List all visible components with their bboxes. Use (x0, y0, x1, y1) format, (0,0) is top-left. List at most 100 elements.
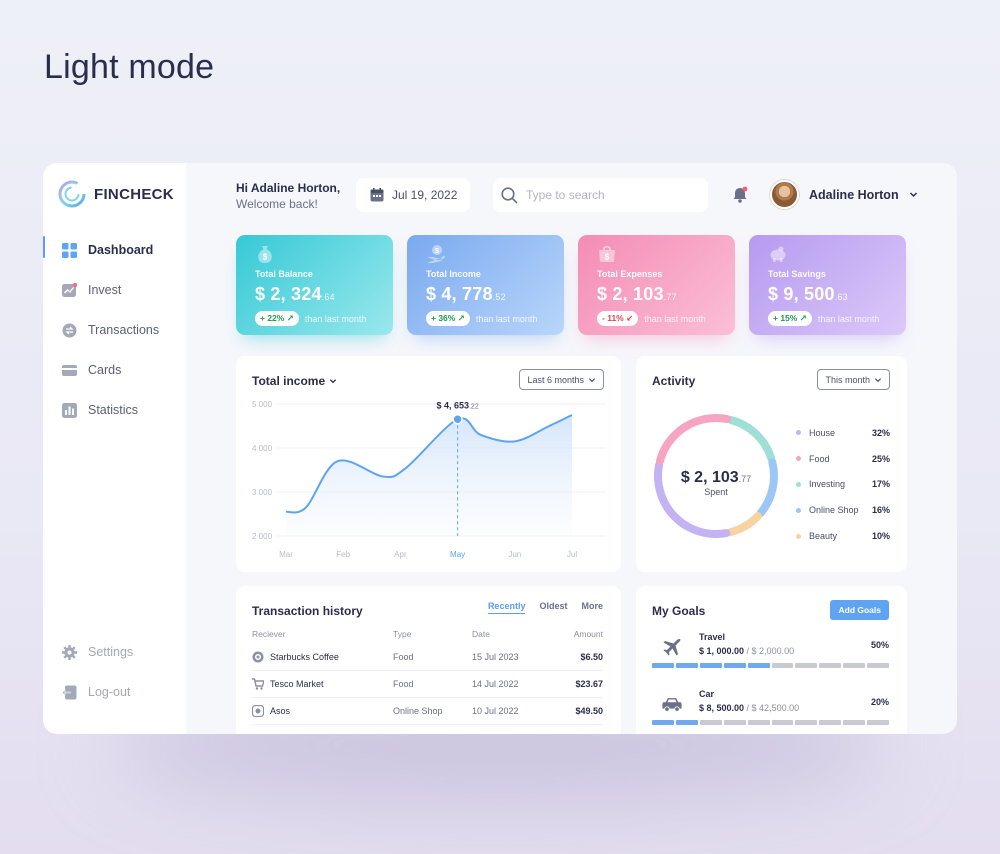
chevron-down-icon (874, 377, 882, 382)
chevron-down-icon (329, 379, 337, 384)
y-tick-label: 3 000 (252, 488, 273, 497)
donut-slice-investing[interactable] (727, 415, 776, 463)
search-icon (501, 186, 518, 203)
cell-date: 14 Jul 2022 (472, 679, 519, 689)
progress-segment (723, 663, 746, 668)
progress-segment (771, 663, 794, 668)
tab-recently[interactable]: Recently (487, 601, 526, 614)
cell-receiver: Tesco Market (270, 679, 324, 689)
nav-label: Cards (88, 363, 122, 377)
grid-icon (62, 242, 77, 258)
table-row[interactable]: Asos Online Shop 10 Jul 2022 $49.50 (252, 698, 603, 725)
income-range-dropdown[interactable]: Last 6 months (519, 369, 604, 390)
car-icon (662, 698, 682, 712)
stat-card-total-expenses[interactable]: $ Total Expenses $ 2, 103.77 - 11% ↙ than… (578, 235, 735, 335)
donut-slice-beauty[interactable] (726, 512, 762, 537)
nav-item-transactions[interactable]: Transactions (43, 310, 186, 350)
notification-bell-icon[interactable] (731, 186, 749, 204)
progress-segment (771, 720, 794, 725)
nav-label: Transactions (88, 323, 160, 337)
goal-item-travel[interactable]: Travel $ 1, 000.00 / $ 2,000.00 50% (652, 632, 890, 672)
starbucks-icon (252, 651, 264, 663)
nav-item-statistics[interactable]: Statistics (43, 390, 186, 430)
table-row[interactable]: Starbucks Coffee Food 15 Jul 2023 $6.50 (252, 644, 603, 671)
svg-text:$: $ (263, 253, 268, 262)
search-input[interactable] (526, 188, 696, 202)
stat-label: Total Savings (768, 269, 826, 279)
stat-value: $ 4, 778.52 (426, 284, 506, 304)
header-type: Type (393, 629, 412, 639)
donut-slice-food[interactable] (655, 414, 732, 465)
income-line-chart[interactable]: $ 4, 653.22 5 000 4 000 3 000 2 000 Mar Feb A… (236, 356, 621, 572)
page-heading: Light mode (44, 48, 215, 86)
progress-segment (747, 663, 770, 668)
progress-segment (843, 720, 866, 725)
progress-segment (819, 663, 842, 668)
greeting-welcome: Welcome back! (236, 197, 318, 211)
progress-segment (652, 720, 674, 725)
nav-item-cards[interactable]: Cards (43, 350, 186, 390)
plane-icon (663, 638, 681, 656)
greeting: Hi Adaline Horton, Welcome back! (236, 180, 340, 212)
legend-dot (796, 430, 801, 436)
income-title[interactable]: Total income (252, 374, 337, 388)
x-tick-label: Jul (567, 550, 577, 559)
stat-card-total-balance[interactable]: $ Total Balance $ 2, 324.64 + 22% ↗ than … (236, 235, 393, 335)
legend-label: Investing (809, 479, 846, 490)
goal-name: Car (699, 689, 715, 699)
legend-item: Beauty 10% (796, 523, 890, 549)
nav-item-settings[interactable]: Settings (43, 632, 186, 672)
transactions-panel: Transaction history Recently Oldest More… (236, 586, 621, 734)
chevron-down-icon (909, 192, 917, 198)
income-area (286, 415, 572, 536)
tab-oldest[interactable]: Oldest (539, 601, 568, 611)
nav-label: Statistics (88, 403, 139, 417)
donut-slice-house[interactable] (654, 460, 731, 538)
legend-label: House (809, 427, 836, 438)
legend-percent: 32% (871, 427, 890, 438)
highlight-point[interactable] (452, 414, 463, 425)
tab-more[interactable]: More (581, 601, 603, 611)
legend-label: Online Shop (809, 505, 859, 516)
change-badge: - 11% ↙ (597, 311, 639, 326)
search-box[interactable] (493, 178, 708, 212)
progress-segment (723, 720, 746, 725)
add-goals-button[interactable]: Add Goals (830, 600, 889, 620)
stat-value: $ 2, 324.64 (255, 284, 335, 304)
activity-donut-chart[interactable]: $ 2, 103.77 Spent (646, 406, 786, 546)
svg-text:$: $ (435, 248, 439, 255)
app-window: FINCHECK Dashboard Invest (43, 163, 957, 734)
nav-item-dashboard[interactable]: Dashboard (43, 230, 186, 270)
goal-progress-bar (652, 663, 890, 668)
x-tick-label: Jun (508, 550, 521, 559)
income-series-line (285, 414, 573, 514)
stat-card-total-savings[interactable]: Total Savings $ 9, 500.63 + 15% ↗ than la… (749, 235, 906, 335)
logo[interactable]: FINCHECK (57, 179, 174, 209)
x-tick-label: Mar (279, 550, 293, 559)
stat-card-total-income[interactable]: $ Total Income $ 4, 778.52 + 36% ↗ than l… (407, 235, 564, 335)
donut-center-value: $ 2, 103.77 (681, 469, 751, 486)
cell-receiver: Asos (270, 706, 291, 716)
change-badge: + 15% ↗ (768, 311, 812, 326)
progress-segment (867, 663, 890, 668)
activity-legend: House 32% Food 25% Investing 17% Online Shop 16… (796, 420, 890, 549)
nav-item-invest[interactable]: Invest (43, 270, 186, 310)
activity-range-dropdown[interactable]: This month (817, 369, 890, 390)
transactions-tabs: Recently Oldest More (487, 601, 603, 614)
y-tick-label: 2 000 (252, 532, 273, 541)
goal-item-car[interactable]: Car $ 8, 500.00 / $ 42,500.00 20% (652, 689, 890, 729)
chart-tooltip-value: $ 4, 653.22 (436, 400, 478, 410)
stat-note: than last month (475, 313, 538, 324)
donut-slice-online-shop[interactable] (756, 458, 778, 518)
table-row[interactable]: Tesco Market Food 14 Jul 2022 $23.67 (252, 671, 603, 698)
date-picker[interactable]: Jul 19, 2022 (356, 178, 470, 212)
transactions-icon (62, 323, 77, 337)
x-tick-label: Feb (336, 550, 350, 559)
user-menu[interactable]: Adaline Horton (770, 180, 918, 209)
invest-icon (62, 282, 77, 297)
y-tick-label: 4 000 (252, 444, 273, 453)
nav-item-logout[interactable]: Log-out (43, 672, 186, 712)
cell-amount: $23.67 (575, 679, 603, 689)
chevron-down-icon (588, 377, 596, 382)
activity-panel: Activity This month $ 2, 103.77 Spent Ho… (636, 356, 907, 572)
